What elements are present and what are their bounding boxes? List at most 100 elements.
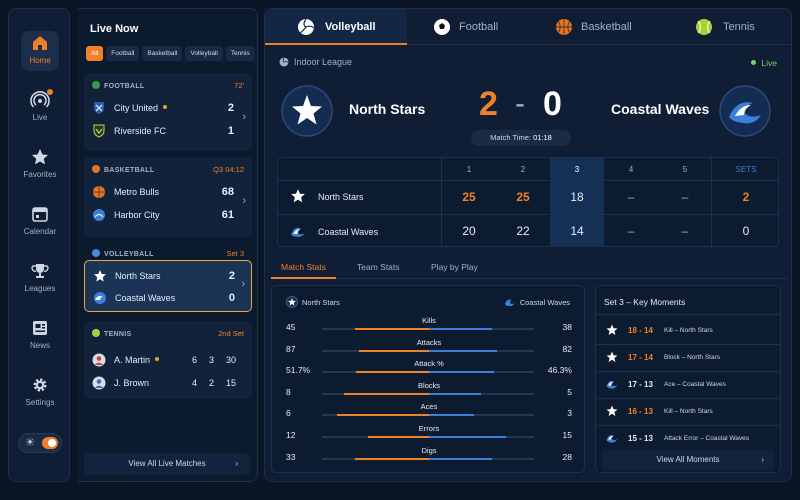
team-score: 0 — [228, 292, 235, 304]
card-sport: TENNIS — [92, 329, 131, 338]
home-score: 2 — [479, 85, 498, 123]
tab-volleyball[interactable]: Volleyball — [265, 9, 407, 45]
score-separator: - — [515, 87, 525, 120]
player-avatar — [92, 376, 106, 390]
star-team-icon — [606, 324, 618, 335]
serving-dot — [155, 357, 160, 361]
stat-home-value: 8 — [286, 386, 291, 397]
card-team-row: Harbor City 61 — [92, 208, 238, 224]
nav-label: Settings — [25, 398, 55, 407]
view-all-live-button[interactable]: View All Live Matches › — [84, 453, 250, 475]
moment-score: 15 - 13 — [628, 434, 653, 443]
wave-team-icon — [94, 292, 106, 304]
key-moment-item[interactable]: 17 - 13 Ace – Coastal Waves — [596, 372, 780, 398]
team-score: 68 — [221, 186, 234, 198]
match-card-basketball[interactable]: BASKETBALL Q3 04:12 Metro Bulls 68 Harbo… — [84, 157, 252, 237]
stat-row: Digs 33 28 — [272, 446, 586, 466]
stat-away-bar — [429, 349, 497, 352]
player-avatar — [92, 353, 106, 367]
nav-leagues[interactable]: Leagues — [9, 255, 71, 305]
live-now-title: Live Now — [90, 23, 139, 35]
stat-home-bar — [356, 371, 429, 374]
set-score: 14 — [570, 224, 584, 238]
match-card-football[interactable]: FOOTBALL 72' City United 2 Riverside FC … — [84, 73, 252, 151]
tab-tennis[interactable]: Tennis — [667, 9, 791, 45]
theme-toggle[interactable]: ☀ — [18, 433, 62, 453]
filter-volleyball[interactable]: Volleyball — [185, 46, 223, 61]
stat-home-bar — [337, 414, 429, 417]
set-header: 3 — [574, 165, 580, 174]
key-moment-item[interactable]: 18 - 14 Kill – North Stars — [596, 318, 780, 344]
match-stats-panel: North Stars Coastal Waves Kills 45 38 Attac… — [271, 285, 585, 473]
filter-football[interactable]: Football — [106, 46, 140, 61]
nav-news[interactable]: News — [9, 312, 71, 362]
card-sport: FOOTBALL — [92, 81, 145, 90]
nav-settings[interactable]: Settings — [9, 369, 71, 419]
tennis-icon — [92, 329, 100, 337]
moment-score: 17 - 14 — [628, 353, 653, 362]
star-team-icon — [286, 296, 298, 308]
tab-basketball[interactable]: Basketball — [537, 9, 667, 45]
set-header: 4 — [628, 165, 634, 174]
tennis-set-scores: 6 3 30 — [191, 355, 236, 365]
stats-sub-tabs: Match Stats Team Stats Play by Play — [271, 255, 787, 279]
stat-home-bar — [344, 392, 429, 395]
volleyball-icon — [279, 57, 289, 67]
basketball-icon — [556, 19, 572, 35]
card-team-row: J. Brown 4 2 15 — [92, 376, 238, 392]
key-moment-item[interactable]: 17 - 14 Block – North Stars — [596, 345, 780, 371]
set-score: 20 — [462, 224, 476, 238]
tab-match-stats[interactable]: Match Stats — [271, 262, 336, 279]
star-team-icon — [94, 270, 106, 282]
stat-home-value: 51.7% — [286, 365, 311, 376]
nav-calendar[interactable]: Calendar — [9, 198, 71, 248]
stats-home-team: North Stars — [286, 296, 340, 308]
star-team-icon — [606, 351, 618, 362]
star-team-icon — [606, 405, 618, 416]
sport-filter-chips: All Football Basketball Volleyball Tenni… — [86, 46, 256, 61]
view-all-moments-button[interactable]: View All Moments › — [602, 450, 774, 470]
chevron-right-icon: › — [242, 195, 246, 207]
chevron-right-icon: › — [241, 278, 245, 290]
stat-away-bar — [429, 392, 481, 395]
match-time: Match Time: 01:18 — [471, 130, 571, 146]
card-team-row: Riverside FC 1 — [92, 124, 238, 140]
news-icon — [33, 321, 47, 335]
moment-description: Block – North Stars — [664, 354, 720, 361]
nav-live[interactable]: Live — [9, 84, 71, 134]
star-team-icon — [291, 189, 305, 203]
filter-basketball[interactable]: Basketball — [142, 46, 183, 61]
tab-play-by-play[interactable]: Play by Play — [431, 262, 478, 272]
stat-row: Kills 45 38 — [272, 316, 586, 336]
team-name: Metro Bulls — [114, 187, 160, 197]
stat-home-value: 33 — [286, 451, 296, 462]
nav-home[interactable]: Home — [9, 27, 71, 77]
key-moment-item[interactable]: 16 - 13 Kill – North Stars — [596, 399, 780, 425]
key-moment-item[interactable]: 15 - 13 Attack Error – Coastal Waves — [596, 426, 780, 452]
match-card-volleyball[interactable]: North Stars 2 Coastal Waves 0 › — [84, 260, 252, 312]
tab-team-stats[interactable]: Team Stats — [357, 262, 400, 272]
stat-row: Attacks 87 82 — [272, 338, 586, 358]
set-row-team: North Stars — [318, 192, 364, 202]
nav-favorites[interactable]: Favorites — [9, 141, 71, 191]
stat-away-value: 28 — [562, 451, 572, 462]
card-team-row: Coastal Waves 0 — [93, 291, 239, 307]
set-score: – — [627, 190, 635, 204]
stat-away-bar — [429, 371, 494, 374]
card-team-row: City United 2 — [92, 101, 238, 117]
team-score: 61 — [221, 209, 234, 221]
stat-home-value: 6 — [286, 408, 291, 419]
card-sport: BASKETBALL — [92, 165, 154, 174]
filter-tennis[interactable]: Tennis — [225, 46, 255, 61]
card-status: 72' — [234, 81, 244, 90]
stat-away-bar — [429, 414, 474, 417]
stat-away-bar — [429, 436, 506, 438]
card-sport: VOLLEYBALL — [92, 249, 154, 258]
card-team-row: A. Martin 6 3 30 — [92, 353, 238, 369]
wave-team-icon — [504, 299, 515, 307]
tab-football[interactable]: Football — [407, 9, 537, 45]
filter-all[interactable]: All — [86, 46, 104, 61]
match-card-tennis[interactable]: TENNIS 2nd Set A. Martin 6 3 30 J. Brown 4… — [84, 321, 252, 399]
nav-label: Favorites — [23, 170, 57, 179]
set-score: – — [681, 224, 689, 238]
